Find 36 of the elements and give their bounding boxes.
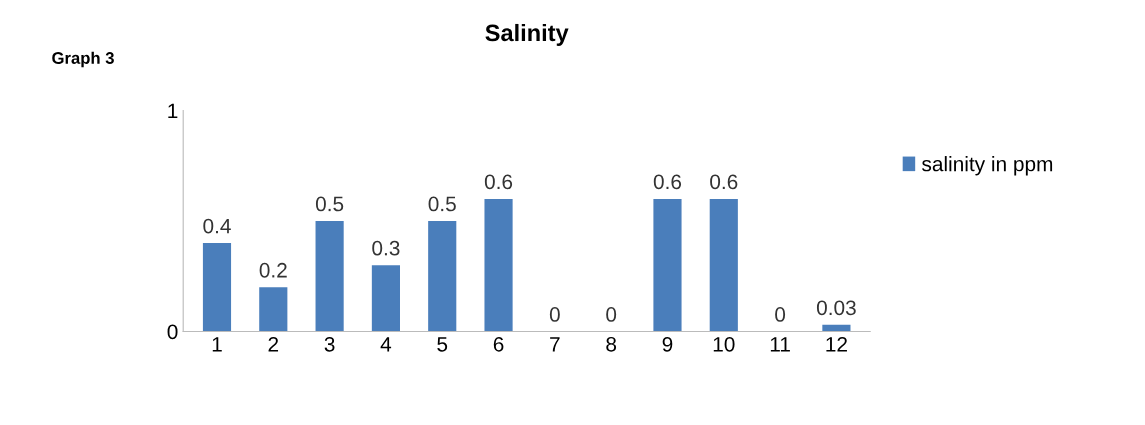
bar <box>259 287 288 332</box>
bar <box>202 243 232 332</box>
bar <box>315 221 344 332</box>
x-tick-label: 2 <box>268 336 279 352</box>
data-label: 0.5 <box>315 196 344 212</box>
chart-title: Salinity <box>485 23 569 46</box>
data-label: 0.3 <box>372 240 400 256</box>
data-label: 0.6 <box>484 174 513 190</box>
x-tick-label: 12 <box>826 336 847 352</box>
x-tick-label: 1 <box>212 337 222 352</box>
bar <box>709 198 738 332</box>
bar <box>371 265 400 332</box>
x-tick-label: 4 <box>380 337 392 352</box>
x-tick-label: 10 <box>713 336 735 352</box>
x-tick-label: 11 <box>770 337 790 352</box>
bar <box>428 221 457 332</box>
x-tick-label: 5 <box>437 337 448 352</box>
data-label: 0 <box>549 307 560 322</box>
x-tick-label: 9 <box>662 336 673 352</box>
data-label: 0.03 <box>816 300 856 316</box>
data-label: 0 <box>775 307 786 322</box>
x-tick-label: 3 <box>324 336 335 352</box>
data-label: 0.6 <box>710 174 738 190</box>
bar <box>484 198 513 332</box>
data-label: 0.2 <box>259 262 287 278</box>
bar <box>822 324 851 332</box>
bar <box>653 198 682 332</box>
data-label: 0.6 <box>653 174 682 190</box>
data-label: 0 <box>606 307 617 322</box>
legend-label: salinity in ppm <box>922 156 1053 176</box>
caption: Graph 3 <box>52 51 114 68</box>
x-tick-label: 8 <box>606 336 617 352</box>
x-tick-label: 6 <box>493 336 504 352</box>
data-label: 0.4 <box>203 218 231 234</box>
x-tick-label: 7 <box>550 337 560 352</box>
data-label: 0.5 <box>428 196 456 212</box>
